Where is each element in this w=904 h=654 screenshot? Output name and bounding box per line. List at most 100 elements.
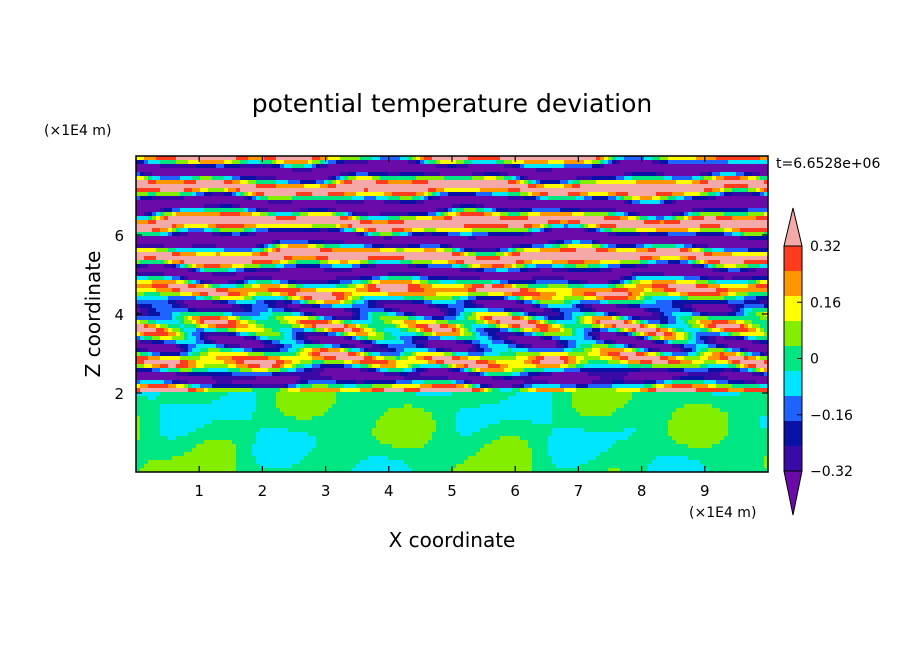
field-cell [696, 204, 701, 209]
field-cell [652, 164, 657, 169]
field-cell [376, 208, 381, 213]
field-cell [152, 276, 157, 281]
field-cell [512, 192, 517, 197]
field-cell [252, 228, 257, 233]
field-cell [352, 200, 357, 205]
field-cell [652, 208, 657, 213]
field-cell [588, 244, 593, 249]
field-cell [672, 232, 677, 237]
field-cell [328, 180, 333, 185]
field-cell [648, 196, 653, 201]
field-cell [700, 240, 705, 245]
field-cell [308, 200, 313, 205]
field-cell [388, 184, 393, 189]
field-cell [624, 228, 629, 233]
field-cell [612, 164, 617, 169]
field-cell [144, 160, 149, 165]
field-cell [684, 236, 689, 241]
field-cell [520, 208, 525, 213]
field-cell [672, 204, 677, 209]
field-cell [728, 260, 733, 265]
field-cell [644, 264, 649, 269]
field-cell [648, 212, 653, 217]
field-cell [136, 212, 141, 217]
field-cell [248, 244, 253, 249]
field-cell [640, 200, 645, 205]
field-cell [376, 232, 381, 237]
field-cell [168, 236, 173, 241]
field-cell [760, 192, 765, 197]
field-cell [636, 256, 641, 261]
field-cell [512, 276, 517, 281]
field-cell [504, 260, 509, 265]
field-cell [676, 200, 681, 205]
field-cell [360, 160, 365, 165]
field-cell [700, 244, 705, 249]
field-cell [352, 216, 357, 221]
field-cell [744, 268, 749, 273]
field-cell [364, 228, 369, 233]
field-cell [192, 280, 197, 285]
field-cell [668, 172, 673, 177]
field-cell [676, 220, 681, 225]
field-cell [488, 244, 493, 249]
field-cell [580, 252, 585, 257]
field-cell [604, 276, 609, 281]
field-cell [184, 184, 189, 189]
field-cell [288, 252, 293, 257]
field-cell [508, 244, 513, 249]
field-cell [732, 228, 737, 233]
field-cell [756, 232, 761, 237]
field-cell [224, 216, 229, 221]
field-cell [312, 180, 317, 185]
field-cell [576, 232, 581, 237]
field-cell [640, 268, 645, 273]
field-cell [748, 224, 753, 229]
field-cell [396, 192, 401, 197]
field-cell [760, 172, 765, 177]
field-cell [236, 184, 241, 189]
field-cell [676, 252, 681, 257]
field-cell [640, 236, 645, 241]
field-cell [684, 172, 689, 177]
field-cell [696, 244, 701, 249]
field-cell [360, 220, 365, 225]
field-cell [400, 224, 405, 229]
field-cell [320, 244, 325, 249]
field-cell [216, 252, 221, 257]
field-cell [580, 184, 585, 189]
field-cell [368, 192, 373, 197]
field-cell [280, 272, 285, 277]
field-cell [756, 204, 761, 209]
field-cell [344, 256, 349, 261]
field-cell [304, 264, 309, 269]
field-cell [676, 208, 681, 213]
field-cell [168, 196, 173, 201]
field-cell [564, 192, 569, 197]
field-cell [452, 180, 457, 185]
field-cell [684, 228, 689, 233]
field-cell [360, 256, 365, 261]
field-cell [532, 232, 537, 237]
field-cell [696, 240, 701, 245]
field-cell [748, 176, 753, 181]
field-cell [648, 236, 653, 241]
field-cell [700, 156, 705, 161]
field-cell [448, 220, 453, 225]
field-cell [632, 252, 637, 257]
field-cell [396, 220, 401, 225]
field-cell [524, 212, 529, 217]
field-cell [636, 276, 641, 281]
field-cell [160, 212, 165, 217]
field-cell [500, 248, 505, 253]
field-cell [276, 224, 281, 229]
field-cell [560, 232, 565, 237]
field-cell [224, 276, 229, 281]
field-cell [696, 168, 701, 173]
field-cell [600, 192, 605, 197]
field-cell [228, 188, 233, 193]
field-cell [436, 280, 441, 285]
field-cell [596, 268, 601, 273]
field-cell [376, 272, 381, 277]
